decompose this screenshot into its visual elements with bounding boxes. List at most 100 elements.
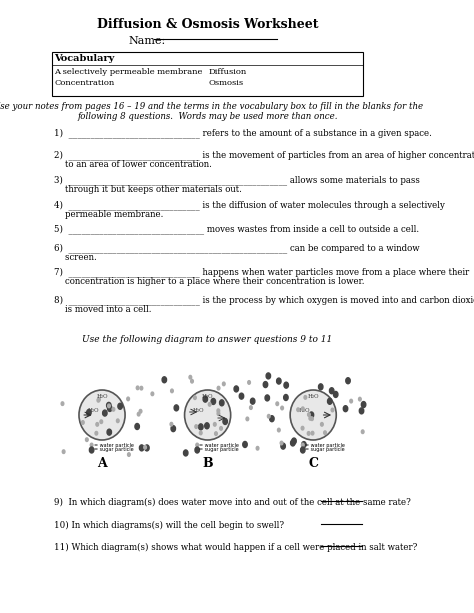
Circle shape [301,407,304,411]
Circle shape [280,441,283,445]
Text: Name:: Name: [128,36,165,46]
Text: = water particle: = water particle [200,443,239,447]
Circle shape [281,406,283,410]
Circle shape [311,432,314,435]
Circle shape [205,423,209,428]
Text: A selectively permeable membrane: A selectively permeable membrane [55,68,203,76]
Circle shape [85,438,88,441]
Circle shape [331,408,334,412]
Circle shape [139,409,142,413]
Circle shape [267,414,270,418]
Circle shape [307,432,310,435]
Text: = sugar particle: = sugar particle [200,447,239,452]
Text: = water particle: = water particle [305,443,345,447]
Circle shape [139,445,144,451]
Circle shape [281,443,285,449]
Circle shape [100,420,102,424]
Circle shape [90,447,92,451]
Circle shape [309,412,314,418]
Circle shape [137,413,140,416]
Circle shape [320,422,323,426]
Text: H₂O: H₂O [299,408,310,413]
Circle shape [191,379,193,383]
Text: 3)  __________________________________________________ allows some materials to : 3) _____________________________________… [54,175,419,185]
Text: H₂O: H₂O [202,395,213,400]
Text: 8)  ______________________________ is the process by which oxygen is moved into : 8) ______________________________ is the… [54,295,474,305]
Circle shape [277,378,281,384]
Circle shape [361,430,364,433]
Text: 9)  In which diagram(s) does water move into and out of the cell at the same rat: 9) In which diagram(s) does water move i… [54,498,410,507]
Circle shape [107,402,111,408]
Circle shape [171,425,175,432]
Circle shape [127,397,129,401]
Circle shape [239,393,244,399]
Circle shape [297,408,300,411]
Circle shape [102,410,107,416]
Circle shape [266,373,271,379]
Circle shape [276,402,279,406]
Circle shape [301,443,304,447]
Circle shape [309,416,312,420]
Circle shape [128,453,130,456]
Circle shape [220,427,222,430]
Text: 10) In which diagrams(s) will the cell begin to swell?: 10) In which diagrams(s) will the cell b… [54,521,284,530]
Circle shape [334,392,338,397]
Circle shape [95,432,98,435]
Circle shape [234,386,238,392]
Circle shape [359,408,364,414]
Circle shape [361,402,366,408]
Circle shape [219,400,224,406]
Text: Use your notes from pages 16 – 19 and the terms in the vocabulary box to fill in: Use your notes from pages 16 – 19 and th… [0,102,423,111]
Circle shape [96,422,99,426]
Circle shape [98,397,100,401]
Circle shape [256,446,259,450]
Circle shape [346,378,350,384]
Circle shape [249,406,252,409]
Circle shape [97,398,100,402]
Circle shape [90,447,94,453]
FancyBboxPatch shape [52,52,363,96]
Circle shape [292,438,296,444]
Circle shape [189,375,191,379]
Text: A: A [97,457,107,470]
Text: H₂O: H₂O [87,408,99,413]
Text: to an area of lower concentration.: to an area of lower concentration. [54,160,211,169]
Circle shape [277,428,280,432]
Circle shape [61,402,64,405]
Circle shape [291,440,295,446]
Circle shape [171,389,173,393]
Circle shape [222,382,225,386]
Text: = water particle: = water particle [94,443,134,447]
Circle shape [87,409,91,416]
Circle shape [310,417,313,421]
Text: Osmosis: Osmosis [209,79,244,87]
Circle shape [343,406,348,412]
Circle shape [215,432,217,435]
Circle shape [112,408,115,411]
Text: 4)  ______________________________ is the diffusion of water molecules through a: 4) ______________________________ is the… [54,200,445,210]
Circle shape [200,431,202,435]
Circle shape [284,382,288,388]
Circle shape [140,386,143,390]
Circle shape [195,447,200,453]
Text: 1)  ______________________________ refers to the amount of a substance in a give: 1) ______________________________ refers… [54,128,431,138]
Circle shape [301,427,304,430]
Text: Diffusion: Diffusion [209,68,246,76]
Circle shape [283,395,288,400]
Circle shape [213,422,216,426]
Text: 6)  __________________________________________________ can be compared to a wind: 6) _____________________________________… [54,243,419,253]
Circle shape [270,416,274,422]
Text: Vocabulary: Vocabulary [55,54,115,63]
Circle shape [263,381,268,387]
Ellipse shape [79,390,125,440]
Text: H₂O: H₂O [308,395,319,400]
Circle shape [358,397,361,401]
Circle shape [209,403,211,406]
Circle shape [203,396,208,402]
Circle shape [248,381,250,384]
Text: concentration is higher to a place where their concentration is lower.: concentration is higher to a place where… [54,277,364,286]
Circle shape [170,422,173,426]
Circle shape [243,441,247,447]
Circle shape [211,398,216,405]
Text: Diffusion & Osmosis Worksheet: Diffusion & Osmosis Worksheet [97,18,319,31]
